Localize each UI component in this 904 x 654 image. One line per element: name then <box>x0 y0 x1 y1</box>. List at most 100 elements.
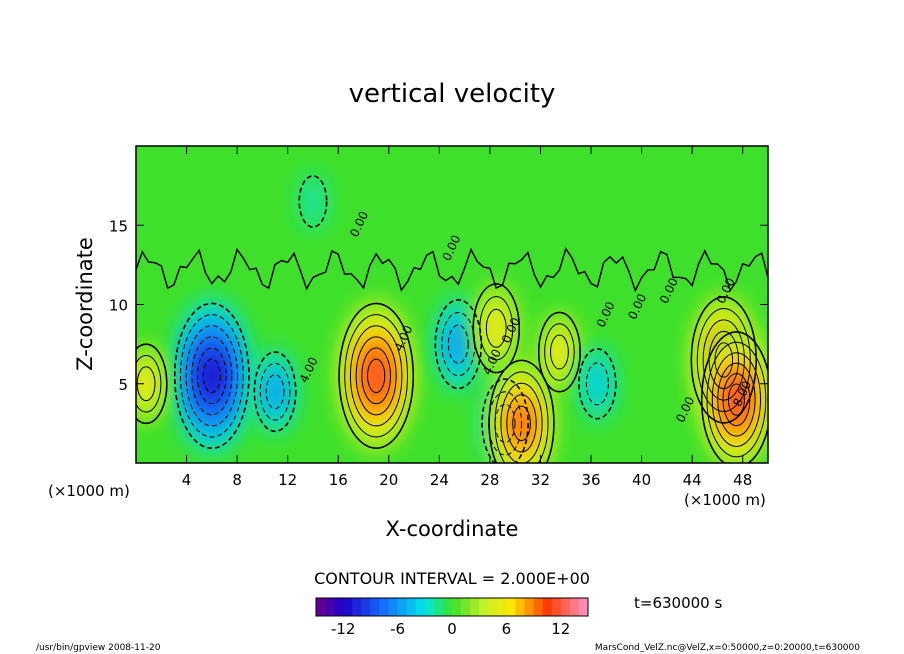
footer-left: /usr/bin/gpview 2008-11-20 <box>36 643 161 653</box>
field-blob-11-0 <box>297 173 329 230</box>
contour-zero-line <box>136 247 768 293</box>
colorbar-segment-9 <box>397 598 407 616</box>
colorbar-frame <box>315 597 589 617</box>
colorbar-segment-19 <box>488 598 498 616</box>
contour-line-0-1 <box>179 314 244 438</box>
colorbar-segment-6 <box>370 598 380 616</box>
contour-line-9-2 <box>702 319 745 401</box>
field-blob-3-2 <box>447 323 470 366</box>
x-tick-label-11: 48 <box>733 471 752 489</box>
contour-line-10-3 <box>717 362 756 437</box>
contour-line-10-0 <box>700 331 768 463</box>
time-label: t=630000 s <box>634 594 722 612</box>
field-blob-1-2 <box>265 372 285 411</box>
x-tick-label-7: 32 <box>531 471 550 489</box>
colorbar-segment-28 <box>569 598 580 616</box>
x-unit-left: (×1000 m) <box>48 482 130 500</box>
colorbar-segment-24 <box>533 598 543 616</box>
contour-line-2-1 <box>344 314 409 438</box>
colorbar-tick-label-4: 12 <box>551 620 570 638</box>
y-tick-label-0: 5 <box>118 376 128 394</box>
contour-line-2-5 <box>367 358 386 394</box>
x-axis: 4 8 12 16 20 24 28 32 36 40 44 48 <box>182 146 752 489</box>
colorbar-tick-label-1: -6 <box>390 620 405 638</box>
contour-line-0-4 <box>197 347 227 405</box>
contour-line-6-3 <box>506 394 537 453</box>
colorbar-segment-13 <box>433 598 444 616</box>
colorbar-segment-26 <box>551 598 562 616</box>
colorbar-segment-1 <box>325 598 335 616</box>
contour-line-2-3 <box>355 336 397 416</box>
colorbar-segment-14 <box>442 598 453 616</box>
colorbar-segment-0 <box>316 598 326 616</box>
contour-line-1-1 <box>259 362 291 421</box>
field-blob-8-1 <box>585 360 610 408</box>
contour-line-5-0 <box>481 378 529 463</box>
colorbar-segment-20 <box>497 598 507 616</box>
contour-line-0-5 <box>202 358 221 394</box>
contour-line-8-0 <box>578 348 617 420</box>
contour-line-0-3 <box>191 336 233 416</box>
contour-line-6-4 <box>512 405 531 442</box>
contour-line-5-1 <box>488 391 523 456</box>
contour-line-2-2 <box>349 325 403 427</box>
contour-line-9-1 <box>696 307 751 412</box>
contour-line-1-0 <box>253 351 297 433</box>
colorbar-segment-15 <box>452 598 462 616</box>
field-blob-0-5 <box>202 357 222 395</box>
x-tick-label-10: 44 <box>683 471 702 489</box>
x-tick-label-1: 8 <box>232 471 242 489</box>
contour-line-4-2 <box>485 308 507 348</box>
colorbar-segment-23 <box>524 598 534 616</box>
contour-interval: CONTOUR INTERVAL = 2.000E+00 <box>314 569 590 588</box>
contour-line-3-2 <box>447 324 469 364</box>
footer-right: MarsCond_VelZ.nc@VelZ,x=0:50000,z=0:2000… <box>595 643 860 653</box>
field-blob-4-2 <box>485 307 508 350</box>
contour-line-0-2 <box>185 325 239 427</box>
colorbar-segment-18 <box>479 598 489 616</box>
colorbar-segment-2 <box>334 598 344 616</box>
y-axis-label: Z-coordinate <box>73 237 97 371</box>
colorbar-segment-22 <box>515 598 525 616</box>
x-tick-label-2: 12 <box>278 471 297 489</box>
contour-line-4-0 <box>472 283 521 374</box>
contour-line-12-1 <box>136 354 162 413</box>
contour-line-1-2 <box>265 374 285 410</box>
contour-line-6-1 <box>494 371 549 463</box>
contour-line-10-2 <box>711 352 762 448</box>
y-tick-label-2: 15 <box>109 217 128 235</box>
contour-line-10-5 <box>727 383 745 416</box>
x-tick-label-4: 20 <box>379 471 398 489</box>
colorbar-segment-7 <box>379 598 389 616</box>
field-blob-12-2 <box>136 364 157 403</box>
colorbar-segment-12 <box>424 598 435 616</box>
x-tick-label-3: 16 <box>329 471 348 489</box>
contour-line-2-4 <box>361 347 391 405</box>
x-tick-label-0: 4 <box>182 471 192 489</box>
contour-line-10-4 <box>722 373 751 427</box>
colorbar-segment-21 <box>506 598 516 616</box>
chart-title: vertical velocity <box>349 79 556 109</box>
colorbar-segment-4 <box>352 598 362 616</box>
contour-line-0-0 <box>173 302 250 450</box>
colorbar-segment-17 <box>470 598 480 616</box>
field-blob-7-2 <box>549 333 570 371</box>
colorbar-tick-label-3: 6 <box>502 620 512 638</box>
contour-line-3-0 <box>434 299 483 390</box>
colorbar-segment-11 <box>415 598 426 616</box>
colorbar-tick-label-0: -12 <box>331 620 356 638</box>
contour-line-7-2 <box>550 334 569 370</box>
contour-line-7-0 <box>537 311 581 393</box>
colorbar-tick-label-2: 0 <box>447 620 457 638</box>
contour-line-9-0 <box>690 296 757 424</box>
field-blob-10-5 <box>727 382 746 417</box>
contour-line-12-0 <box>136 343 168 425</box>
colorbar-segment-16 <box>461 598 471 616</box>
y-axis: 5 10 15 <box>109 217 768 394</box>
contour-line-5-2 <box>494 403 516 443</box>
x-tick-label-6: 28 <box>480 471 499 489</box>
plot-area: 0.000.000.00 0.004.004.00 4.000.000.00 0.00… <box>135 145 769 464</box>
contour-lines <box>136 175 768 463</box>
y-tick-label-1: 10 <box>109 297 128 315</box>
colorbar-segment-25 <box>542 598 553 616</box>
